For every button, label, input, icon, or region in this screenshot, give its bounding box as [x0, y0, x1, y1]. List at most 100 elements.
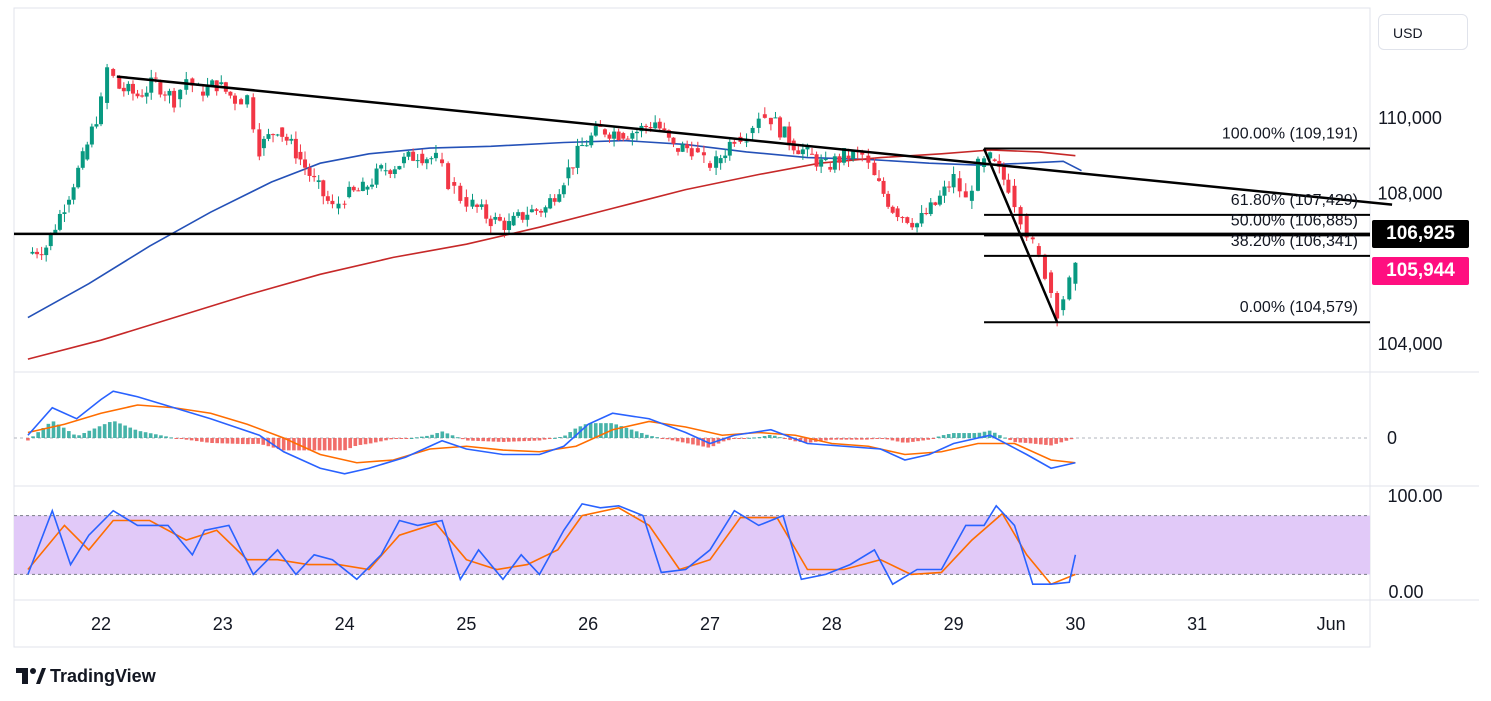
candle-body: [963, 191, 968, 198]
candle-body: [289, 138, 294, 141]
candle-body: [671, 137, 676, 144]
candle-body: [167, 90, 172, 96]
macd-histogram-bar: [1018, 438, 1023, 443]
candle-body: [860, 152, 865, 155]
macd-histogram-bar: [783, 438, 787, 439]
macd-histogram-bar: [200, 438, 204, 442]
candle-body: [261, 138, 266, 149]
candle-body: [676, 148, 681, 152]
macd-histogram-bar: [1008, 438, 1012, 441]
candle-body: [126, 83, 131, 92]
macd-histogram-bar: [179, 438, 184, 439]
candle-body: [787, 126, 792, 146]
macd-histogram-bar: [686, 438, 690, 444]
candle-body: [39, 254, 44, 256]
candle-body: [48, 233, 53, 247]
candle-body: [910, 222, 915, 228]
macd-histogram-bar: [982, 431, 987, 438]
candle-body: [117, 75, 122, 89]
fib-level-label: 0.00% (104,579): [1240, 299, 1358, 316]
tradingview-logo[interactable]: TradingView: [16, 664, 156, 688]
candle-body: [130, 83, 135, 94]
candle-body: [464, 197, 469, 207]
candle-body: [383, 170, 388, 172]
macd-histogram-bar: [624, 427, 629, 438]
candle-body: [814, 154, 819, 167]
macd-histogram-bar: [778, 437, 782, 439]
candle-body: [525, 214, 530, 220]
candle-body: [612, 131, 617, 139]
candle-body: [1036, 246, 1041, 255]
macd-histogram-bar: [665, 438, 670, 440]
macd-histogram-bar: [517, 438, 521, 442]
y-tick-label: 110,000: [1378, 108, 1442, 128]
candle-body: [828, 166, 833, 170]
x-tick-label: 30: [1065, 614, 1085, 634]
macd-histogram-bar: [911, 438, 915, 442]
macd-histogram-bar: [952, 433, 956, 438]
macd-histogram-bar: [82, 433, 86, 438]
candle-body: [266, 134, 271, 139]
candle-body: [552, 198, 557, 202]
stoch-rsi-d-line: [27, 506, 1076, 586]
candle-body: [516, 212, 521, 216]
macd-histogram-bar: [133, 429, 138, 438]
macd-histogram-bar: [1023, 438, 1028, 443]
macd-histogram-bar: [154, 434, 158, 438]
candle-body: [135, 93, 140, 97]
currency-button[interactable]: USD: [1378, 14, 1468, 50]
candle-body: [851, 151, 856, 159]
macd-histogram-bar: [281, 438, 286, 451]
brand-name: TradingView: [50, 665, 156, 686]
macd-histogram-bar: [394, 438, 399, 439]
candle-body: [714, 156, 719, 168]
macd-histogram-bar: [1013, 438, 1018, 443]
candle-body: [303, 159, 308, 168]
candle-body: [837, 156, 842, 163]
macd-histogram-bar: [885, 438, 890, 440]
candle-body: [937, 195, 942, 205]
macd-histogram-bar: [210, 438, 214, 443]
macd-histogram-bar: [348, 438, 353, 449]
macd-histogram-bar: [67, 431, 71, 438]
candle-body: [219, 82, 224, 85]
macd-histogram-bar: [696, 438, 700, 446]
candle-body: [561, 185, 566, 195]
macd-histogram-bar: [31, 436, 35, 438]
macd-histogram-bar: [900, 438, 905, 443]
macd-histogram-bar: [931, 438, 936, 439]
candle-body: [257, 129, 262, 157]
macd-histogram-bar: [486, 438, 491, 442]
candle-body: [900, 217, 905, 219]
candle-body: [342, 203, 347, 205]
macd-histogram-bar: [726, 438, 731, 441]
candle-body: [951, 173, 956, 188]
macd-histogram-bar: [36, 432, 40, 438]
candle-body: [997, 160, 1002, 167]
candle-body: [144, 92, 149, 97]
macd-histogram-bar: [1054, 438, 1058, 444]
candle-body: [67, 199, 72, 205]
candle-body: [708, 163, 712, 168]
macd-histogram-bar: [317, 438, 322, 451]
macd-histogram-bar: [634, 431, 639, 438]
macd-histogram-bar: [184, 438, 189, 440]
support-price-label: 106,925: [1372, 219, 1469, 248]
candle-body: [915, 223, 920, 228]
candle-body: [111, 69, 116, 76]
macd-histogram-bar: [680, 438, 685, 443]
candle-body: [433, 152, 438, 159]
macd-histogram-bar: [629, 429, 634, 438]
macd-histogram-bar: [358, 438, 363, 445]
macd-histogram-bar: [834, 438, 838, 440]
macd-histogram-bar: [404, 438, 409, 439]
candle-body: [35, 251, 40, 255]
macd-histogram-bar: [732, 438, 736, 439]
candle-body: [507, 221, 512, 231]
macd-histogram-bar: [757, 437, 762, 439]
candle-body: [325, 196, 330, 201]
macd-histogram-bar: [189, 438, 194, 441]
candle-body: [475, 204, 480, 207]
candle-body: [796, 150, 801, 155]
x-tick-label: 27: [700, 614, 720, 634]
